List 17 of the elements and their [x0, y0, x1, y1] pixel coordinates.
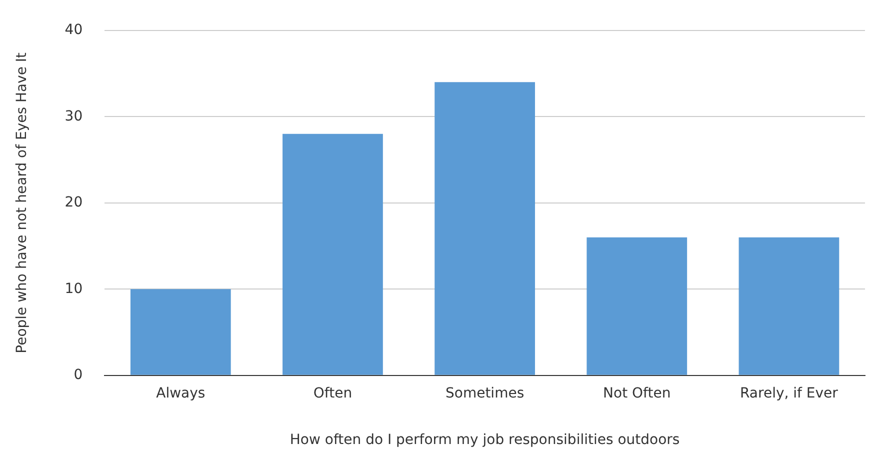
bar — [434, 82, 535, 375]
y-tick-label: 0 — [74, 367, 83, 384]
y-tick-label: 40 — [64, 22, 83, 38]
bar — [282, 134, 383, 375]
y-axis-title: People who have not heard of Eyes Have It — [14, 52, 30, 354]
x-tick-label: Not Often — [603, 385, 671, 402]
x-tick-label: Often — [313, 385, 352, 402]
x-axis-title: How often do I perform my job responsibilities outdoors — [290, 432, 680, 448]
bar — [130, 289, 231, 375]
y-tick-label: 20 — [64, 194, 83, 211]
y-tick-label: 10 — [64, 280, 83, 297]
x-tick-label: Rarely, if Ever — [740, 385, 838, 402]
x-tick-label: Sometimes — [445, 385, 524, 402]
bar — [738, 237, 840, 375]
bar — [586, 237, 688, 375]
x-tick-label: Always — [156, 385, 206, 402]
y-tick-label: 30 — [64, 108, 83, 124]
